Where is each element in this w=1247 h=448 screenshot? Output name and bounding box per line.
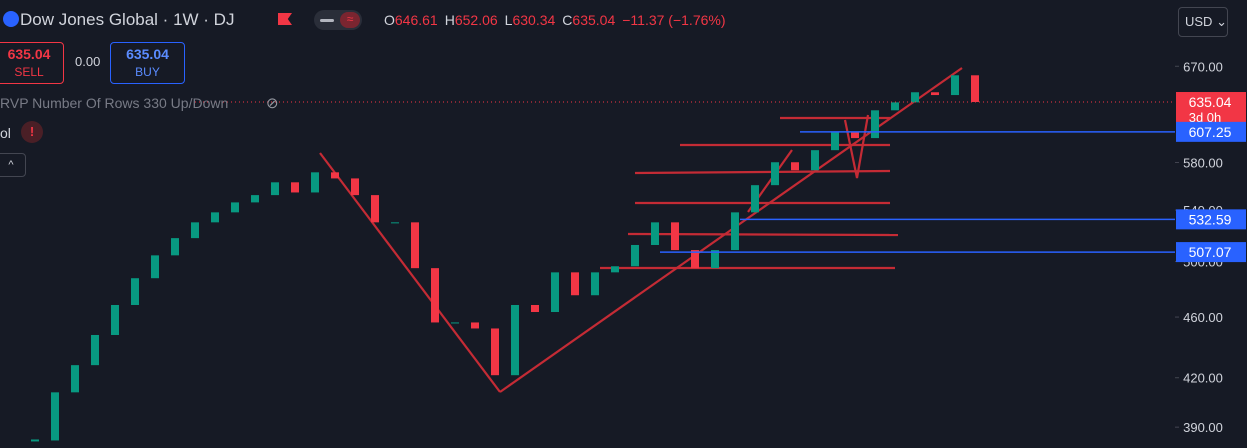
candle [311, 172, 319, 193]
candle [71, 365, 79, 393]
candle [351, 178, 359, 196]
candle [531, 304, 539, 313]
candle [491, 328, 499, 376]
ohlc-label: L [504, 12, 513, 28]
y-tick-label: 460.00 [1183, 310, 1223, 325]
toggle-icon [320, 19, 334, 22]
candle [151, 255, 159, 279]
candle [411, 222, 419, 269]
price-line-tag [1176, 209, 1246, 230]
candles [31, 75, 979, 442]
candle [471, 322, 479, 329]
candle [831, 132, 839, 151]
buy-price: 635.04 [126, 46, 169, 62]
ohlc-value: 652.06 [454, 12, 498, 28]
buy-label: BUY [135, 65, 160, 79]
candle [931, 92, 939, 96]
candle [271, 182, 279, 196]
change: −11.37 (−1.76%) [622, 12, 726, 28]
candle [711, 250, 719, 269]
symbol-title[interactable]: Dow Jones Global · 1W · DJ [20, 10, 235, 29]
ohlc-value: 635.04 [572, 12, 616, 28]
candle [111, 304, 119, 335]
candle [671, 222, 679, 251]
candle [851, 132, 859, 139]
candle [511, 304, 519, 376]
sell-price: 635.04 [7, 46, 51, 62]
price-line-label: 507.07 [1189, 244, 1232, 260]
toggle-icon: ≈ [340, 12, 360, 28]
candle [51, 392, 59, 441]
price-line-label: 607.25 [1189, 124, 1232, 140]
candle [951, 75, 959, 96]
candle [691, 250, 699, 269]
countdown: 3d 0h [1189, 110, 1222, 125]
ohlc-label: H [444, 12, 455, 28]
candle [251, 195, 259, 203]
ohlc-value: 630.34 [512, 12, 556, 28]
candle [431, 268, 439, 323]
candle [191, 222, 199, 239]
candle [611, 266, 619, 273]
spread: 0.00 [75, 54, 101, 69]
candle [211, 212, 219, 223]
candle [91, 334, 99, 366]
ohlc-value: 646.61 [394, 12, 438, 28]
candle [871, 110, 879, 139]
candle [451, 322, 459, 324]
collapse-button[interactable]: ^ [0, 153, 26, 177]
y-tick-label: 670.00 [1183, 59, 1223, 74]
currency-button[interactable]: USD ⌄ [1178, 7, 1228, 37]
candle [751, 185, 759, 213]
candle [391, 222, 399, 224]
candle [971, 75, 979, 103]
indicator-label[interactable]: RVP Number Of Rows 330 Up/Down [0, 95, 229, 111]
currency: USD [1185, 14, 1213, 29]
y-tick-label: 420.00 [1183, 371, 1223, 386]
sell-button[interactable]: 635.04 SELL [0, 42, 64, 84]
candle [911, 92, 919, 103]
last-price-tag [1176, 92, 1246, 127]
candle [571, 272, 579, 296]
candle [891, 102, 899, 111]
y-tick-label: 580.00 [1183, 155, 1223, 170]
warning-icon[interactable]: ! [21, 121, 43, 143]
symbol-icon [3, 11, 19, 27]
price-line-label: 532.59 [1189, 211, 1232, 227]
last-price-label: 635.04 [1189, 94, 1232, 110]
ohlc-label: C [562, 12, 573, 28]
candle [231, 202, 239, 213]
price-line-tag [1176, 121, 1246, 142]
y-tick-label: 390.00 [1183, 420, 1223, 435]
flag[interactable] [278, 13, 292, 25]
ohlc-label: O [384, 12, 395, 28]
candle [551, 272, 559, 313]
candle [651, 222, 659, 245]
candle [131, 278, 139, 305]
ohlc: O646.61 H652.06 L630.34 C635.04 −11.37 (−1.7… [384, 12, 726, 28]
indicator-label[interactable]: ol [0, 125, 11, 141]
candle [171, 238, 179, 256]
buy-button[interactable]: 635.04 BUY [110, 42, 185, 84]
hide-icon[interactable]: ⊘ [266, 95, 279, 112]
sell-label: SELL [14, 65, 44, 79]
candle [731, 212, 739, 251]
candle [791, 162, 799, 171]
candle [291, 182, 299, 193]
candle [31, 439, 39, 442]
candle [811, 150, 819, 171]
candle [591, 272, 599, 296]
candle [331, 172, 339, 179]
candle [371, 195, 379, 223]
candle [631, 244, 639, 267]
price-line-tag [1176, 242, 1246, 263]
candle [771, 162, 779, 186]
